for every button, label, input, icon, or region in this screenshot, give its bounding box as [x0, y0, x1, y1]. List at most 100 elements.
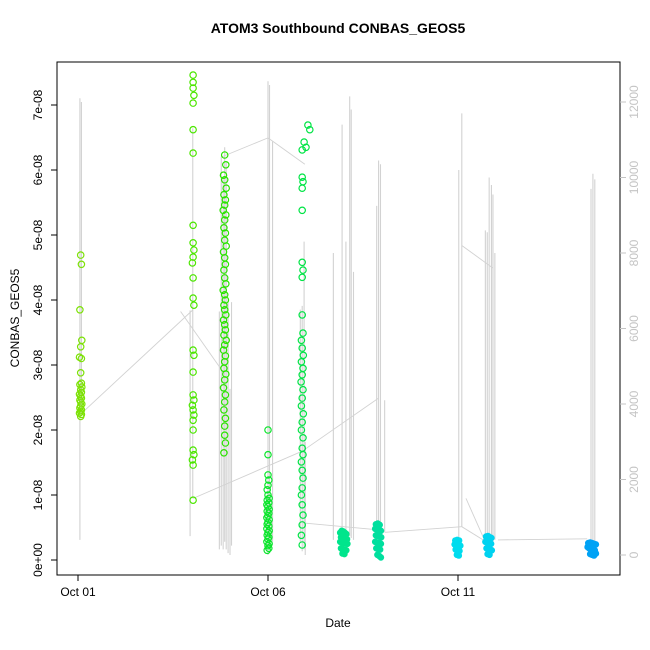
- altitude-connector: [81, 309, 194, 414]
- x-axis-label: Date: [325, 616, 351, 630]
- data-point: [264, 450, 272, 459]
- data-point: [76, 342, 85, 351]
- data-point: [190, 351, 198, 360]
- altitude-connector: [497, 538, 588, 541]
- altitude-connector: [465, 498, 487, 544]
- y-right-tick-label: 8000: [627, 239, 641, 266]
- data-point: [221, 391, 230, 399]
- data-point: [299, 385, 307, 394]
- data-point: [592, 550, 600, 557]
- data-point: [297, 491, 306, 499]
- data-point: [298, 370, 307, 379]
- data-point: [299, 177, 307, 186]
- data-point: [486, 551, 493, 559]
- data-point: [299, 511, 307, 519]
- data-point: [221, 296, 230, 304]
- data-point: [264, 491, 272, 499]
- data-point: [220, 320, 229, 329]
- data-point: [299, 450, 307, 459]
- data-point: [220, 341, 229, 349]
- data-point: [263, 546, 272, 555]
- data-point: [265, 494, 273, 503]
- data-point: [263, 485, 272, 494]
- data-point: [298, 184, 307, 193]
- data-point: [188, 456, 197, 464]
- data-point: [297, 378, 305, 386]
- data-point: [584, 543, 591, 551]
- data-point: [189, 71, 197, 79]
- x-tick-label: Oct 11: [441, 585, 476, 599]
- data-point: [189, 426, 197, 434]
- data-point: [344, 540, 351, 548]
- data-point: [298, 344, 307, 352]
- data-point: [220, 151, 229, 159]
- data-point: [298, 418, 307, 427]
- plot-border: [56, 61, 621, 576]
- data-point: [220, 224, 228, 232]
- data-point: [341, 550, 348, 558]
- data-point: [305, 125, 314, 134]
- data-point: [189, 406, 197, 414]
- y-right-tick-label: 10000: [627, 160, 641, 194]
- data-point: [297, 402, 306, 410]
- y-left-tick-label: 6e-08: [31, 154, 45, 185]
- data-point: [220, 266, 228, 274]
- data-point: [221, 229, 230, 237]
- data-point: [221, 439, 230, 447]
- data-point: [222, 336, 231, 345]
- altitude-connector: [180, 311, 225, 375]
- y-right-tick-label: 2000: [627, 466, 641, 493]
- data-point: [219, 171, 228, 180]
- data-point: [76, 305, 84, 314]
- data-point: [264, 481, 272, 490]
- data-point: [190, 411, 198, 419]
- data-point: [220, 422, 229, 430]
- data-point: [264, 476, 273, 484]
- y-left-tick-label: 4e-08: [31, 284, 45, 315]
- data-point: [188, 401, 197, 410]
- data-point: [264, 471, 272, 479]
- data-point: [299, 409, 308, 418]
- y-axis-label: CONBAS_GEOS5: [8, 268, 22, 368]
- altitude-connector: [302, 522, 386, 531]
- data-point: [189, 461, 197, 469]
- data-point: [263, 520, 272, 529]
- data-point: [190, 246, 198, 254]
- data-point: [220, 305, 229, 314]
- data-point: [455, 552, 463, 559]
- y-left-tick-label: 2e-08: [31, 414, 45, 445]
- data-point: [299, 351, 308, 360]
- data-point: [190, 396, 198, 404]
- data-point: [222, 211, 230, 219]
- y-left-tick-label: 1e-08: [31, 479, 45, 510]
- data-point: [77, 260, 86, 269]
- data-point: [188, 259, 197, 267]
- data-point: [219, 383, 228, 392]
- data-point: [298, 258, 307, 267]
- data-point: [221, 326, 230, 334]
- data-point: [189, 274, 197, 282]
- altitude-connector: [192, 450, 303, 499]
- data-point: [297, 426, 306, 434]
- data-point: [377, 533, 385, 541]
- data-point: [264, 544, 273, 553]
- data-point: [189, 391, 197, 399]
- y-left-tick-label: 0e+00: [31, 543, 45, 577]
- data-point: [299, 329, 307, 337]
- data-point: [189, 221, 197, 230]
- data-point: [298, 146, 307, 154]
- data-point: [299, 474, 307, 482]
- data-point: [220, 176, 229, 184]
- data-point: [298, 466, 307, 475]
- data-point: [592, 541, 600, 548]
- data-point: [220, 216, 229, 224]
- altitude-connector: [301, 397, 379, 452]
- x-tick-label: Oct 06: [250, 585, 286, 599]
- data-point: [298, 311, 307, 319]
- data-point: [189, 294, 197, 302]
- data-point: [220, 201, 229, 209]
- data-point: [299, 433, 307, 442]
- data-point: [298, 484, 307, 492]
- data-point: [189, 346, 197, 354]
